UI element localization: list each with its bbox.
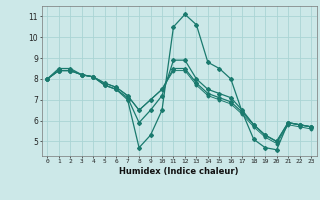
X-axis label: Humidex (Indice chaleur): Humidex (Indice chaleur)	[119, 167, 239, 176]
